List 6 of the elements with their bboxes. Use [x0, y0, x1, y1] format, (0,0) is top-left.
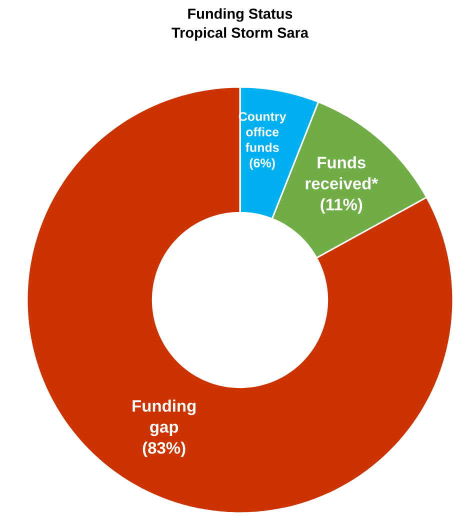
chart-title: Funding Status Tropical Storm Sara — [172, 8, 309, 41]
data-label: (11%) — [320, 198, 362, 214]
slice-label: Funds received* — [306, 156, 378, 190]
data-label: (83%) — [142, 442, 186, 458]
data-label: (6%) — [250, 158, 275, 170]
slice-label: Funding gap — [132, 400, 196, 436]
